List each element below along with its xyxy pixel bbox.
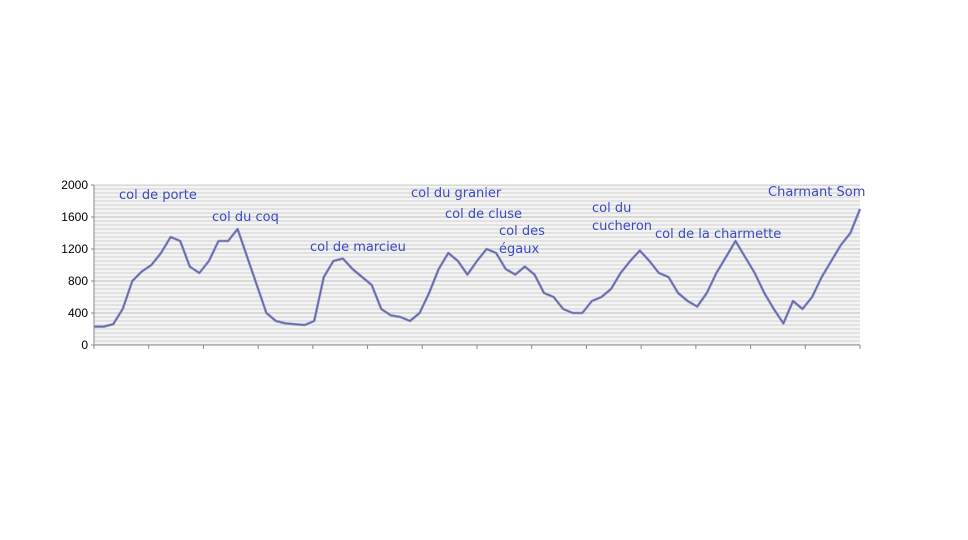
annotation: col de la charmette: [655, 227, 781, 242]
plot-area: [94, 185, 860, 345]
annotation: col du: [592, 201, 631, 216]
annotation: col du coq: [212, 210, 279, 225]
y-tick-label: 400: [68, 306, 88, 320]
y-tick-label: 1600: [61, 210, 88, 224]
annotation: égaux: [499, 242, 539, 257]
y-tick-label: 0: [81, 338, 88, 352]
annotation: col de marcieu: [310, 240, 406, 255]
annotation: Charmant Som: [768, 185, 865, 200]
annotation: col des: [499, 224, 545, 239]
annotation: cucheron: [592, 219, 652, 234]
annotation: col de cluse: [445, 207, 522, 222]
y-tick-label: 2000: [61, 178, 88, 192]
annotation: col du granier: [411, 186, 502, 201]
y-tick-label: 800: [68, 274, 88, 288]
y-tick-label: 1200: [61, 242, 88, 256]
elevation-line-edge: [94, 208, 861, 327]
annotation: col de porte: [119, 188, 197, 203]
